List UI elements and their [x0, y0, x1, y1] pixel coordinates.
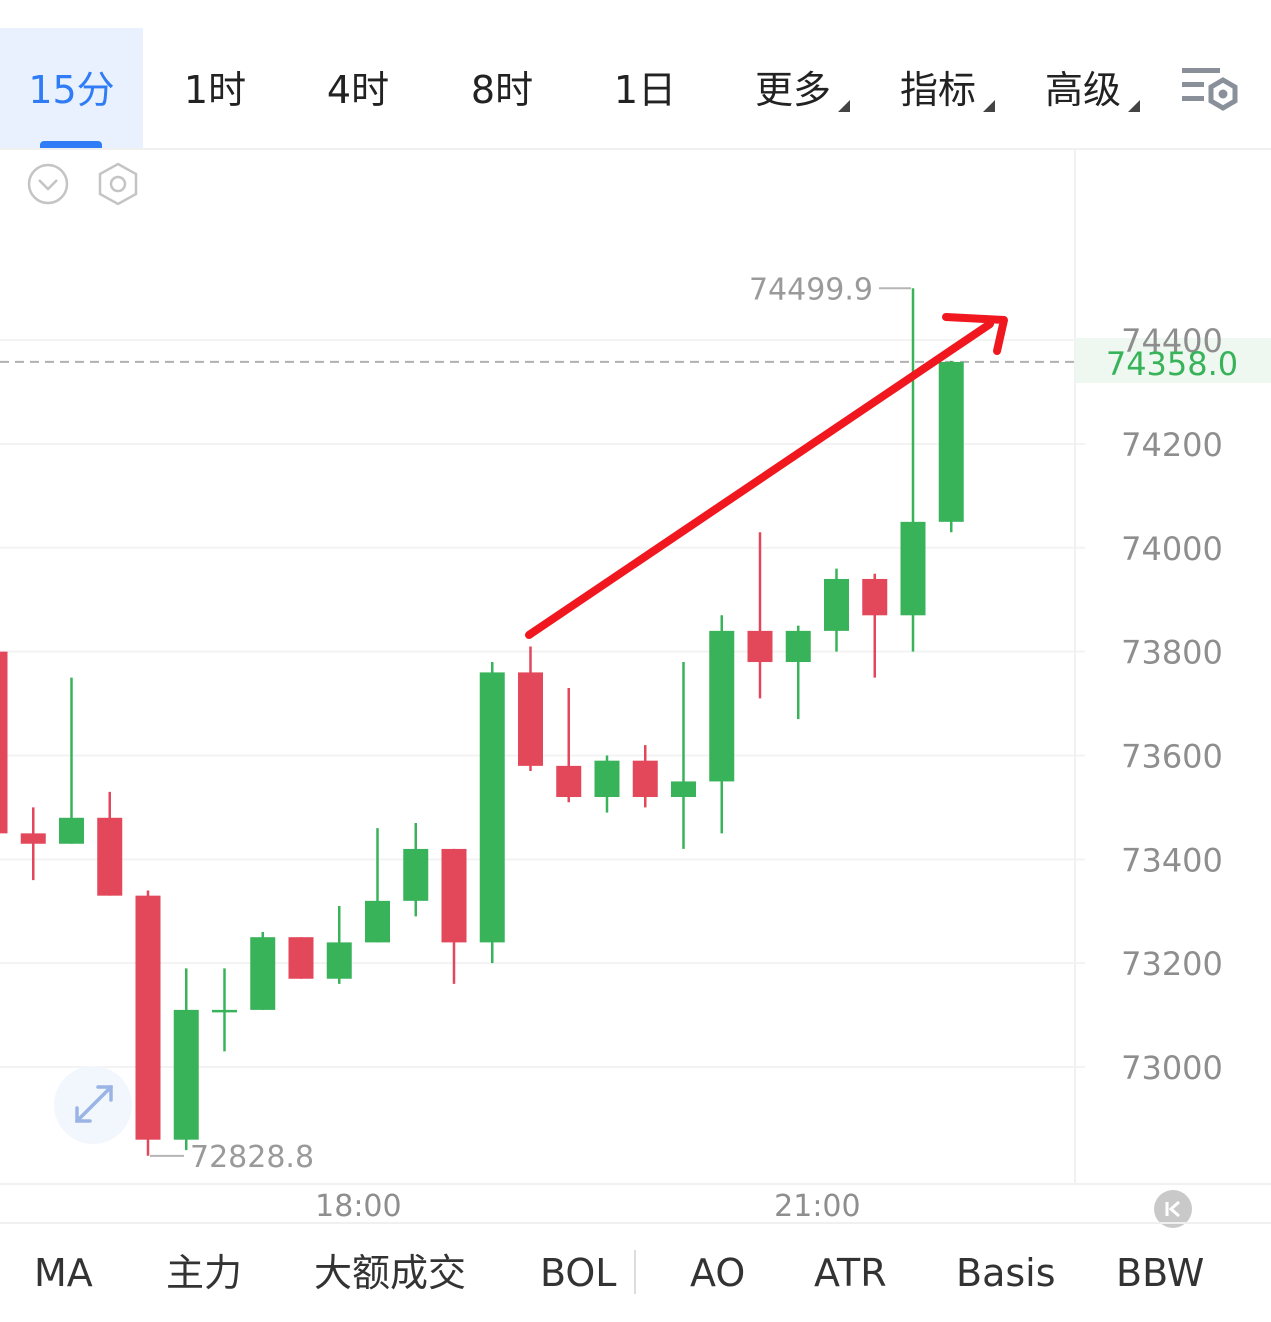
- price-tick-label: 74200: [1121, 426, 1223, 464]
- candle-body: [441, 848, 467, 943]
- candle-body: [709, 630, 735, 782]
- tab-4h[interactable]: 4时: [326, 68, 390, 112]
- candlestick-chart[interactable]: 74400 74200 74000 73800 73600 73400 73200 73000…: [0, 150, 1271, 1222]
- indicator-menu-label: 指标: [899, 68, 976, 112]
- indicator-large-trades[interactable]: 大额成交: [314, 1251, 467, 1295]
- candle-body: [938, 361, 964, 522]
- list-gear-icon[interactable]: [1180, 64, 1240, 114]
- indicator-main-force[interactable]: 主力: [166, 1251, 243, 1295]
- indicator-tabbar: MA 主力 大额成交 BOL AO ATR Basis BBW: [0, 1222, 1271, 1321]
- candle-body: [518, 672, 543, 766]
- expand-button[interactable]: [54, 1066, 132, 1144]
- candle-body: [59, 817, 84, 844]
- candle-body: [556, 765, 582, 798]
- candle-body: [212, 1009, 237, 1013]
- candle-body: [173, 1009, 199, 1140]
- advanced-menu[interactable]: 高级: [1040, 28, 1140, 148]
- indicator-bol[interactable]: BOL: [540, 1251, 617, 1295]
- time-tick-label: 21:00: [774, 1189, 860, 1222]
- current-price-tag: [1075, 338, 1271, 383]
- time-axis: 18:00 21:00: [315, 1189, 860, 1222]
- current-price-label: 74358.0: [1106, 345, 1238, 383]
- price-tick-label: 73200: [1121, 945, 1223, 983]
- price-axis: 74400 74200 74000 73800 73600 73400 73200 73000…: [0, 322, 1238, 1087]
- candles: [0, 288, 964, 1156]
- candle-body: [594, 760, 620, 798]
- hexagon-settings-icon[interactable]: [95, 161, 141, 207]
- price-tick-label: 73400: [1121, 841, 1223, 879]
- price-tick-label: 73600: [1121, 737, 1223, 775]
- scroll-latest-button[interactable]: [1154, 1190, 1192, 1228]
- indicator-separator: [634, 1250, 636, 1294]
- candle-body: [288, 937, 314, 979]
- candle-body: [747, 630, 773, 663]
- dropdown-triangle-icon: [983, 100, 995, 112]
- candle-body: [326, 942, 352, 979]
- candle-body: [250, 937, 276, 1010]
- advanced-menu-label: 高级: [1044, 68, 1121, 112]
- candle-body: [900, 521, 926, 616]
- candle-body: [862, 578, 888, 616]
- period-tabbar: 15分 1时 4时 8时 1日 更多 指标 高级: [0, 28, 1271, 148]
- price-tick-label: 74000: [1121, 530, 1223, 568]
- candle-body: [632, 760, 658, 798]
- candle-body: [0, 651, 8, 834]
- candle-body: [479, 672, 505, 943]
- price-tick-label: 73000: [1121, 1049, 1223, 1087]
- tab-15min[interactable]: 15分: [0, 28, 143, 148]
- indicator-basis[interactable]: Basis: [956, 1251, 1056, 1295]
- tab-1h[interactable]: 1时: [183, 68, 247, 112]
- skip-to-latest-icon: [1165, 1200, 1180, 1218]
- more-menu[interactable]: 更多: [750, 28, 850, 148]
- candle-body: [365, 900, 390, 943]
- candle-body: [403, 848, 429, 901]
- tab-8h[interactable]: 8时: [470, 68, 534, 112]
- candle-body: [97, 817, 123, 896]
- candle-body: [824, 578, 849, 631]
- top-divider: [0, 148, 1271, 150]
- indicator-ao[interactable]: AO: [690, 1251, 746, 1295]
- arrow-head: [942, 313, 1008, 355]
- dropdown-triangle-icon: [838, 100, 850, 112]
- chevron-down-circle-icon[interactable]: [26, 162, 70, 206]
- arrow-shaft: [525, 320, 994, 639]
- tab-1d[interactable]: 1日: [613, 68, 677, 112]
- indicator-menu[interactable]: 指标: [895, 28, 995, 148]
- low-price-label: 72828.8: [190, 1140, 314, 1175]
- time-tick-label: 18:00: [315, 1189, 401, 1222]
- candle-body: [135, 895, 161, 1140]
- high-price-label: 74499.9: [749, 272, 873, 307]
- price-tick-label: 73800: [1121, 634, 1223, 672]
- expand-arrows-icon: [75, 1085, 113, 1123]
- indicator-atr[interactable]: ATR: [814, 1251, 887, 1295]
- candle-body: [785, 630, 811, 663]
- price-annotations: 74499.9 72828.8: [150, 272, 911, 1175]
- more-menu-label: 更多: [754, 68, 831, 112]
- indicator-ma[interactable]: MA: [34, 1251, 93, 1295]
- candle-body: [20, 833, 46, 844]
- candle-body: [671, 781, 696, 798]
- price-tick-label: 74400: [1121, 322, 1223, 360]
- trend-arrow: [525, 313, 1008, 639]
- indicator-bbw[interactable]: BBW: [1116, 1251, 1205, 1295]
- dropdown-triangle-icon: [1128, 100, 1140, 112]
